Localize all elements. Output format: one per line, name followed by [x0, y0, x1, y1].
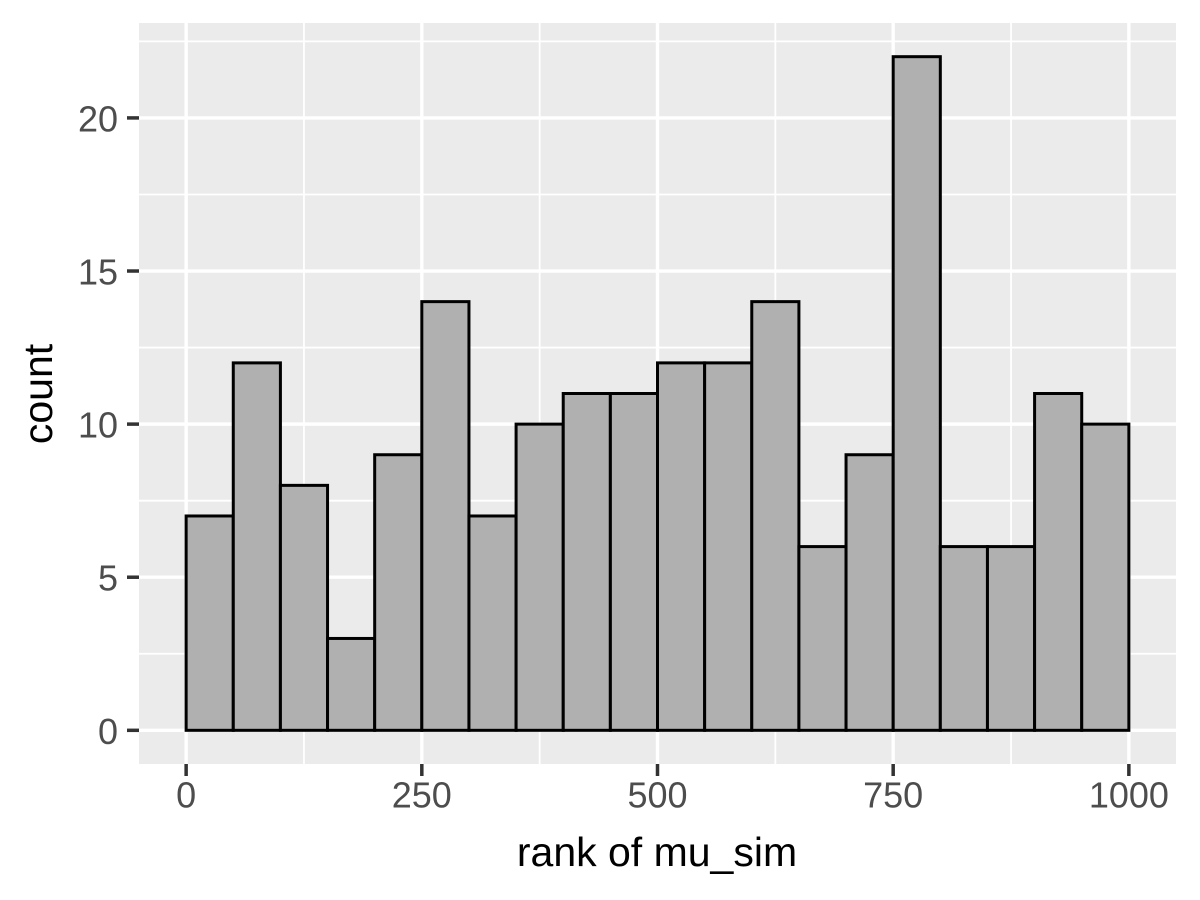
histogram-bar	[656, 361, 707, 732]
y-tick-label: 5	[98, 558, 118, 599]
x-tick-label: 1000	[1089, 775, 1169, 816]
histogram-bar	[891, 55, 942, 732]
y-tick-label: 20	[78, 98, 118, 139]
histogram-bar	[797, 545, 848, 732]
x-tick-label: 250	[392, 775, 452, 816]
histogram-bar	[467, 514, 518, 732]
x-axis-title: rank of mu_sim	[517, 829, 797, 875]
histogram-bar	[750, 300, 801, 732]
histogram-bar	[608, 392, 660, 732]
y-axis-title: count	[15, 343, 61, 444]
histogram-bar	[514, 422, 565, 732]
y-tick-label: 0	[98, 711, 118, 752]
histogram-bar	[703, 361, 754, 732]
y-tick-label: 10	[78, 405, 118, 446]
histogram-bar	[561, 392, 612, 732]
y-tick-label: 15	[78, 252, 118, 293]
histogram-bar	[844, 453, 895, 732]
x-tick-label: 500	[627, 775, 687, 816]
histogram-bar	[278, 483, 330, 732]
histogram-bar	[1033, 392, 1084, 732]
x-tick-label: 750	[863, 775, 923, 816]
histogram-bar	[326, 636, 377, 732]
histogram-bar	[420, 300, 471, 732]
histogram-bar	[184, 514, 235, 732]
histogram-bar	[938, 545, 989, 732]
histogram-bar	[985, 545, 1037, 732]
x-tick-label: 0	[176, 775, 196, 816]
histogram-bar	[231, 361, 282, 732]
histogram-bar	[1080, 422, 1131, 732]
histogram-bar	[373, 453, 424, 732]
